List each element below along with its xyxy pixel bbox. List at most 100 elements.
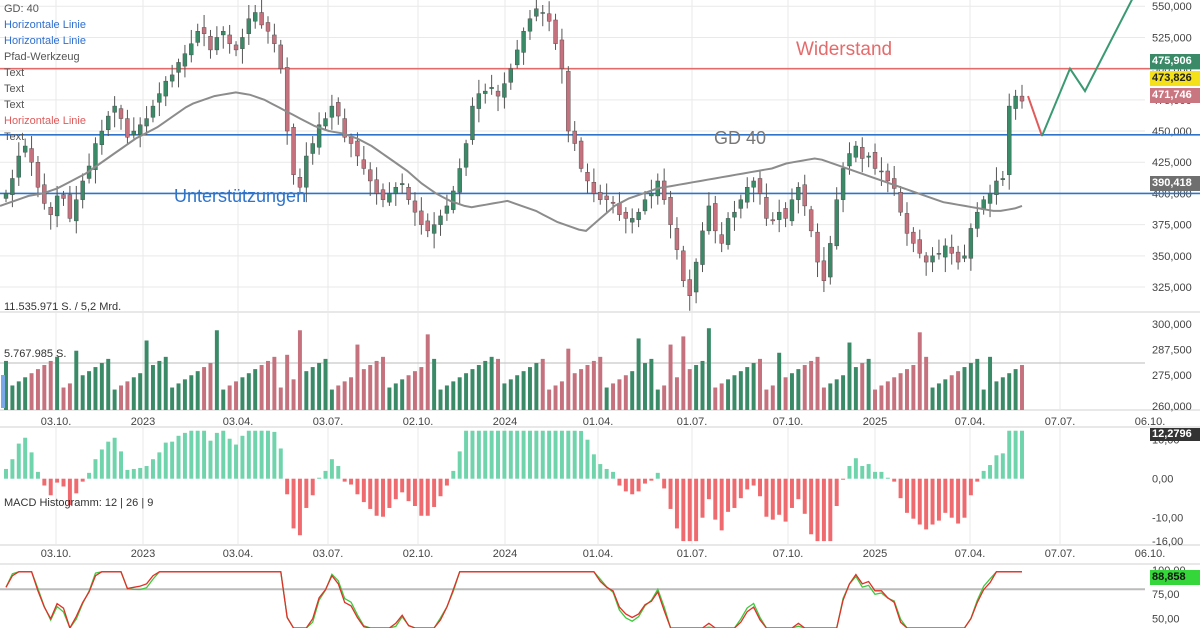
candle-body bbox=[604, 195, 609, 200]
tool-text-3[interactable]: Text bbox=[4, 99, 25, 111]
volume-bar bbox=[968, 362, 973, 410]
tool-path[interactable]: Pfad-Werkzeug bbox=[4, 51, 80, 63]
price-tick-label: 450,000 bbox=[1152, 126, 1192, 138]
candle-body bbox=[125, 118, 130, 138]
candle-body bbox=[342, 118, 347, 138]
volume-bar bbox=[457, 377, 462, 410]
tool-horizontal-line-3[interactable]: Horizontale Linie bbox=[4, 115, 86, 127]
candle-body bbox=[233, 44, 239, 51]
candle-body bbox=[61, 194, 66, 199]
macd-bar bbox=[483, 430, 488, 479]
macd-bar bbox=[451, 470, 456, 479]
tool-text-1[interactable]: Text bbox=[4, 67, 25, 79]
candle-body bbox=[278, 44, 283, 69]
candle-body bbox=[393, 186, 398, 194]
price-last-badge: 473,826 bbox=[1150, 71, 1200, 86]
tool-text-4[interactable]: Text bbox=[4, 131, 25, 143]
date-tick-label: 03.07. bbox=[313, 416, 344, 428]
candle-body bbox=[815, 231, 820, 263]
macd-bar bbox=[719, 478, 724, 531]
candle-body bbox=[291, 127, 296, 175]
volume-bar bbox=[892, 377, 897, 410]
candle-body bbox=[955, 251, 961, 263]
volume-bar bbox=[310, 367, 315, 410]
volume-bar bbox=[361, 369, 366, 410]
tool-horizontal-line-2[interactable]: Horizontale Linie bbox=[4, 35, 86, 47]
volume-bar bbox=[99, 362, 104, 410]
candle-body bbox=[777, 211, 782, 220]
volume-bar bbox=[758, 358, 762, 410]
macd-bar bbox=[649, 478, 654, 481]
volume-bar bbox=[234, 381, 239, 410]
macd-bar bbox=[259, 430, 264, 479]
volume-bar bbox=[131, 377, 136, 410]
volume-bar bbox=[438, 389, 443, 410]
candle-body bbox=[425, 220, 430, 232]
macd-bar bbox=[349, 478, 354, 485]
candle-body bbox=[668, 196, 673, 225]
tool-horizontal-line-1[interactable]: Horizontale Linie bbox=[4, 19, 86, 31]
macd-label: MACD Histogramm: 12 | 26 | 9 bbox=[4, 497, 154, 509]
volume-bar bbox=[834, 379, 839, 410]
tool-text-2[interactable]: Text bbox=[4, 83, 25, 95]
volume-bar bbox=[591, 360, 596, 410]
macd-bar bbox=[195, 430, 200, 479]
volume-bar bbox=[4, 360, 8, 410]
volume-bar bbox=[93, 367, 98, 410]
macd-bar bbox=[266, 430, 270, 479]
volume-bar bbox=[259, 365, 264, 410]
candle-body bbox=[406, 186, 411, 200]
macd-bar bbox=[176, 435, 181, 479]
macd-bar bbox=[29, 452, 34, 479]
volume-bar bbox=[125, 381, 130, 410]
volume-tick-label: 287,500 bbox=[1152, 345, 1192, 357]
volume-bar bbox=[623, 375, 628, 410]
macd-bar bbox=[182, 432, 187, 479]
candle-body bbox=[297, 177, 303, 188]
volume-bar bbox=[400, 379, 405, 410]
macd-bar bbox=[496, 430, 501, 479]
candle-body bbox=[182, 53, 188, 67]
macd-bar bbox=[943, 478, 948, 513]
candle-body bbox=[853, 145, 859, 158]
candle-body bbox=[80, 180, 85, 200]
macd-bar bbox=[304, 478, 309, 508]
candle-body bbox=[732, 211, 737, 218]
volume-bar bbox=[55, 356, 60, 410]
candle-body bbox=[879, 170, 884, 173]
date-tick-label: 03.10. bbox=[41, 416, 72, 428]
volume-bar bbox=[681, 336, 686, 410]
macd-bar bbox=[23, 437, 28, 479]
volume-bar bbox=[496, 358, 501, 410]
candle-body bbox=[457, 168, 462, 193]
macd-bar bbox=[553, 430, 558, 479]
candle-body bbox=[649, 193, 654, 197]
macd-bar bbox=[355, 478, 360, 495]
macd-bar bbox=[930, 478, 935, 525]
macd-bar bbox=[706, 478, 711, 500]
volume-bar bbox=[406, 375, 411, 410]
date-tick-label: 07.04. bbox=[955, 548, 986, 560]
macd-bar bbox=[246, 430, 251, 479]
macd-bar bbox=[67, 478, 72, 506]
macd-bar bbox=[93, 459, 98, 479]
candle-body bbox=[368, 169, 373, 182]
volume-bar bbox=[572, 373, 577, 410]
macd-bar bbox=[387, 478, 392, 508]
volume-bar bbox=[387, 387, 392, 410]
volume-bar bbox=[611, 383, 616, 410]
volume-bar bbox=[464, 373, 469, 410]
candle-body bbox=[598, 191, 603, 200]
macd-bar bbox=[834, 478, 839, 506]
candle-body bbox=[1000, 178, 1006, 180]
price-low-badge: 471,746 bbox=[1150, 88, 1200, 103]
volume-bar bbox=[61, 387, 66, 410]
date-tick-label: 03.10. bbox=[41, 548, 72, 560]
candle-body bbox=[246, 18, 251, 34]
candle-body bbox=[904, 213, 910, 234]
volume-bar bbox=[559, 381, 564, 410]
macd-bar bbox=[131, 468, 136, 479]
candle-body bbox=[22, 145, 28, 153]
volume-bar bbox=[930, 387, 935, 410]
